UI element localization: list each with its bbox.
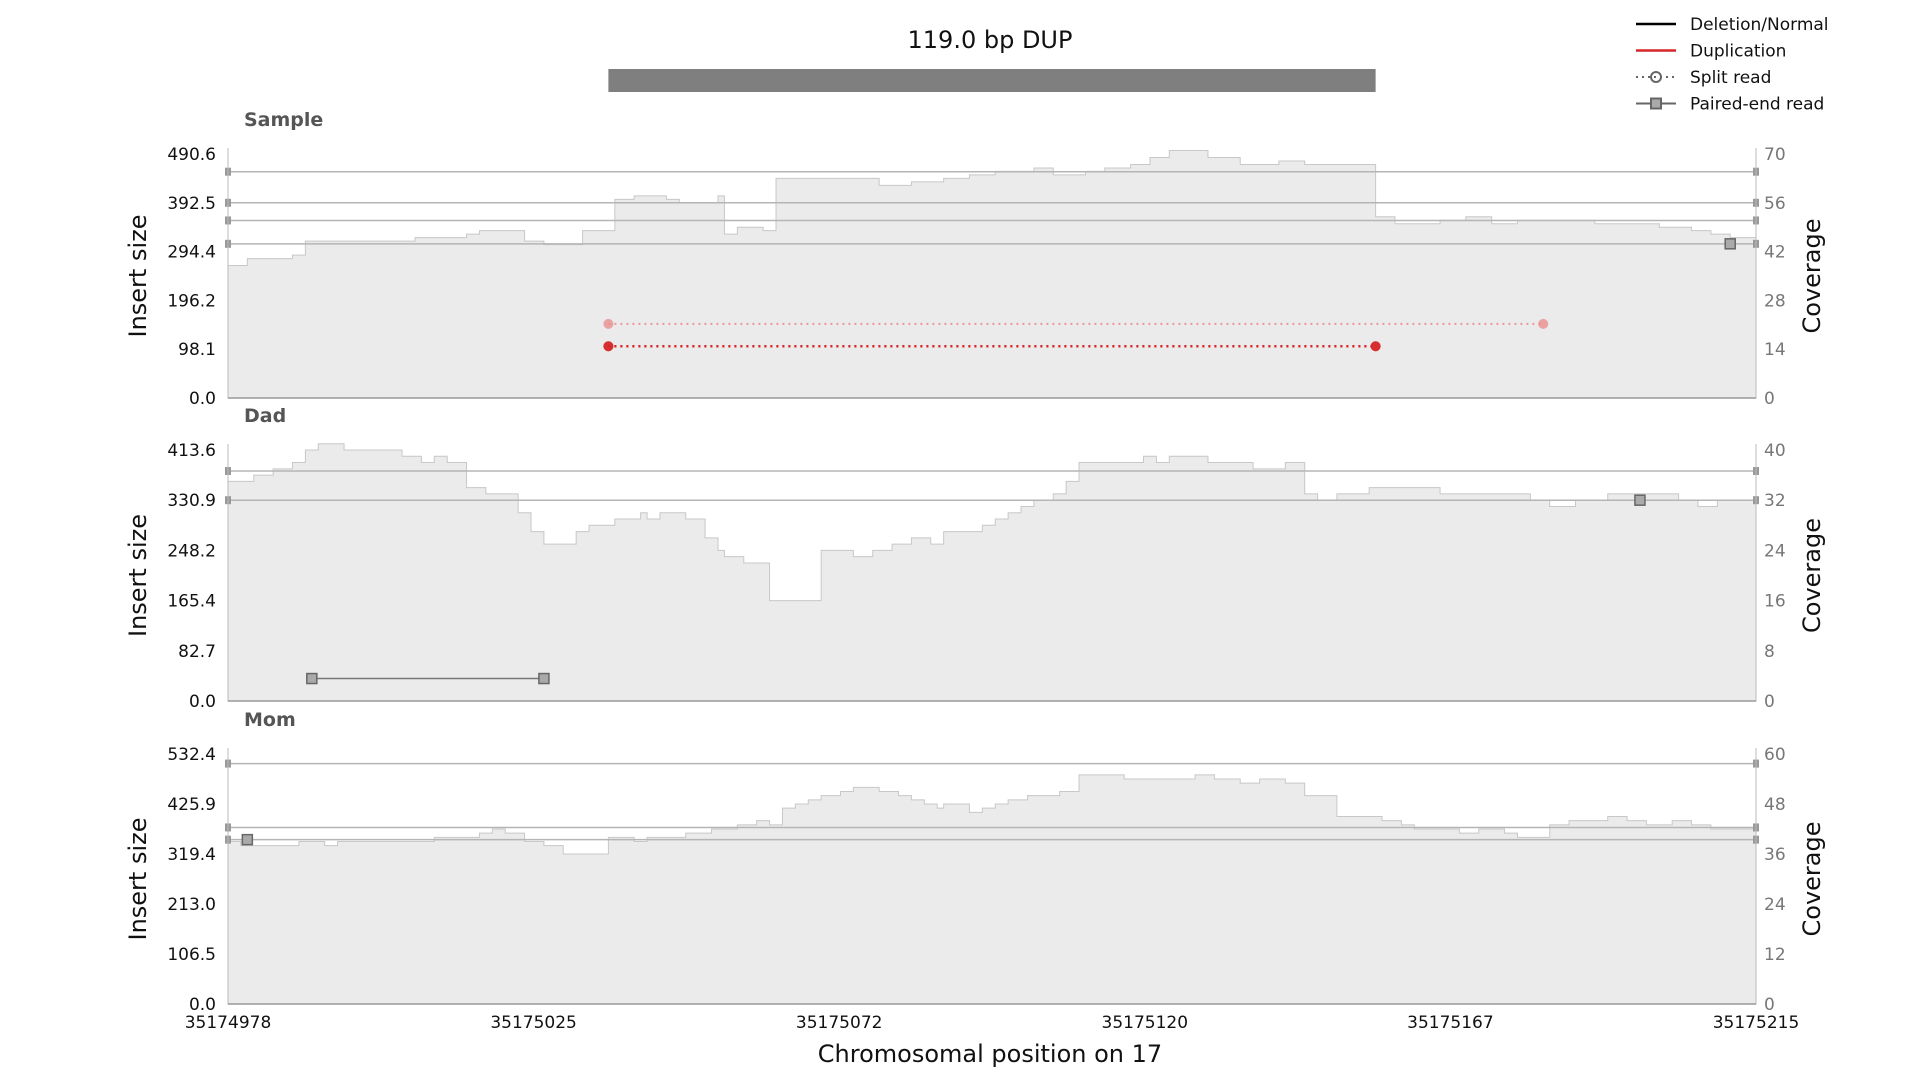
x-tick-label: 35175167 — [1407, 1013, 1494, 1033]
paired-end-marker — [241, 833, 254, 846]
y-tick-right: 60 — [1764, 745, 1786, 765]
y-tick-left: 213.0 — [167, 895, 216, 915]
y-tick-left: 490.6 — [167, 145, 216, 165]
x-tick-label: 35175025 — [490, 1013, 577, 1033]
y-axis-label-left: Insert size — [124, 818, 152, 941]
paired-end-marker — [1724, 238, 1736, 250]
paired-end-marker — [1634, 494, 1646, 506]
y-tick-left: 425.9 — [167, 795, 216, 815]
y-tick-right: 24 — [1764, 541, 1786, 561]
legend-label: Deletion/Normal — [1690, 15, 1829, 35]
y-tick-left: 196.2 — [167, 291, 216, 311]
x-tick-label: 35175120 — [1102, 1013, 1189, 1033]
panel-sample: 0.0 98.1 196.2 294.4 392.5 490.6 0 14 28 42 56 70 In… — [124, 109, 1826, 409]
y-axis-label-right: Coverage — [1798, 518, 1826, 633]
sv-region-bar — [608, 69, 1376, 92]
y-axis-label-right: Coverage — [1798, 219, 1826, 334]
y-tick-left: 330.9 — [167, 491, 216, 511]
y-tick-left: 248.2 — [167, 541, 216, 561]
panel-title: Mom — [244, 709, 296, 731]
legend-marker — [1650, 71, 1662, 83]
legend-item: Duplication — [1636, 42, 1786, 62]
y-tick-left: 165.4 — [167, 592, 216, 612]
y-tick-right: 40 — [1764, 441, 1786, 461]
y-tick-right: 56 — [1764, 194, 1786, 214]
y-tick-right: 14 — [1764, 340, 1786, 360]
legend-marker — [1650, 97, 1662, 110]
y-tick-right: 12 — [1764, 945, 1786, 965]
legend-label: Paired-end read — [1690, 95, 1824, 115]
y-tick-right: 28 — [1764, 291, 1786, 311]
coverage-area — [227, 443, 1757, 702]
x-tick-label: 35175072 — [796, 1013, 883, 1033]
split-read-marker — [603, 318, 614, 329]
paired-end-marker — [538, 672, 550, 685]
y-tick-left: 319.4 — [167, 845, 216, 865]
y-tick-right: 0 — [1764, 995, 1775, 1015]
x-axis: 35174978 35175025 35175072 35175120 35175167… — [185, 1013, 1800, 1033]
legend-item: Deletion/Normal — [1636, 15, 1829, 35]
coverage-area — [227, 150, 1757, 399]
y-tick-right: 0 — [1764, 389, 1775, 409]
y-tick-left: 392.5 — [167, 194, 216, 214]
y-tick-left: 413.6 — [167, 441, 216, 461]
legend-label: Split read — [1690, 68, 1771, 88]
y-tick-right: 0 — [1764, 692, 1775, 712]
x-axis-label: Chromosomal position on 17 — [818, 1040, 1162, 1068]
y-tick-right: 32 — [1764, 491, 1786, 511]
panel-title: Dad — [244, 405, 286, 427]
chart-title: 119.0 bp DUP — [908, 26, 1073, 54]
y-tick-left: 532.4 — [167, 745, 216, 765]
panel-mom: 0.0 106.5 213.0 319.4 425.9 532.4 0 12 24 36 48 60 I… — [124, 709, 1826, 1015]
legend-item: Paired-end read — [1636, 95, 1824, 115]
split-read-marker — [603, 341, 614, 352]
coverage-area — [227, 774, 1757, 1005]
legend: Deletion/Normal Duplication Split read Pair… — [1636, 15, 1829, 115]
y-tick-left: 0.0 — [189, 995, 216, 1015]
y-tick-left: 98.1 — [178, 340, 216, 360]
y-tick-right: 8 — [1764, 642, 1775, 662]
y-tick-left: 0.0 — [189, 389, 216, 409]
y-tick-left: 0.0 — [189, 692, 216, 712]
split-read-marker — [1538, 318, 1549, 329]
y-tick-left: 82.7 — [178, 642, 216, 662]
y-tick-left: 294.4 — [167, 243, 216, 263]
y-axis-label-left: Insert size — [124, 215, 152, 338]
y-tick-right: 70 — [1764, 145, 1786, 165]
y-tick-right: 36 — [1764, 845, 1786, 865]
legend-label: Duplication — [1690, 42, 1786, 62]
y-tick-left: 106.5 — [167, 945, 216, 965]
panels: 0.0 98.1 196.2 294.4 392.5 490.6 0 14 28 42 56 70 In… — [124, 109, 1826, 1015]
y-axis-label-right: Coverage — [1798, 822, 1826, 937]
y-tick-right: 16 — [1764, 592, 1786, 612]
paired-end-marker — [306, 672, 318, 685]
legend-item: Split read — [1636, 68, 1771, 88]
x-tick-label: 35174978 — [185, 1013, 272, 1033]
y-tick-right: 42 — [1764, 243, 1786, 263]
y-tick-right: 48 — [1764, 795, 1786, 815]
x-tick-label: 35175215 — [1713, 1013, 1800, 1033]
panel-dad: 0.0 82.7 165.4 248.2 330.9 413.6 0 8 16 24 32 40 Ins… — [124, 405, 1826, 712]
y-tick-right: 24 — [1764, 895, 1786, 915]
panel-title: Sample — [244, 109, 323, 131]
split-read-marker — [1370, 341, 1381, 352]
y-axis-label-left: Insert size — [124, 514, 152, 637]
